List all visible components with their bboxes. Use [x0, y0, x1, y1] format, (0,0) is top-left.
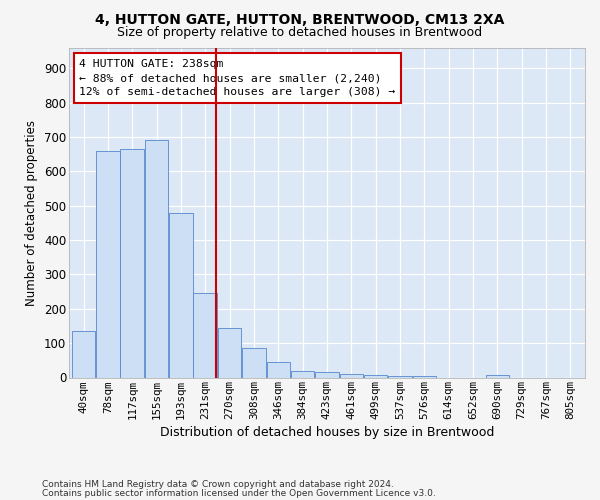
Bar [413, 376, 436, 378]
Text: 4, HUTTON GATE, HUTTON, BRENTWOOD, CM13 2XA: 4, HUTTON GATE, HUTTON, BRENTWOOD, CM13 … [95, 12, 505, 26]
Bar [485, 375, 509, 378]
Bar [169, 212, 193, 378]
Bar [242, 348, 266, 378]
Bar [315, 372, 339, 378]
Y-axis label: Number of detached properties: Number of detached properties [25, 120, 38, 306]
Bar [218, 328, 241, 378]
Bar [193, 294, 217, 378]
Bar [121, 149, 144, 378]
Text: Contains HM Land Registry data © Crown copyright and database right 2024.: Contains HM Land Registry data © Crown c… [42, 480, 394, 489]
Bar [364, 375, 388, 378]
Bar [291, 370, 314, 378]
Bar [96, 150, 120, 378]
Bar [340, 374, 363, 378]
Bar [145, 140, 169, 378]
Bar [266, 362, 290, 378]
Text: Contains public sector information licensed under the Open Government Licence v3: Contains public sector information licen… [42, 489, 436, 498]
Bar [388, 376, 412, 378]
Text: Size of property relative to detached houses in Brentwood: Size of property relative to detached ho… [118, 26, 482, 39]
X-axis label: Distribution of detached houses by size in Brentwood: Distribution of detached houses by size … [160, 426, 494, 439]
Bar [72, 331, 95, 378]
Text: 4 HUTTON GATE: 238sqm
← 88% of detached houses are smaller (2,240)
12% of semi-d: 4 HUTTON GATE: 238sqm ← 88% of detached … [79, 59, 395, 97]
